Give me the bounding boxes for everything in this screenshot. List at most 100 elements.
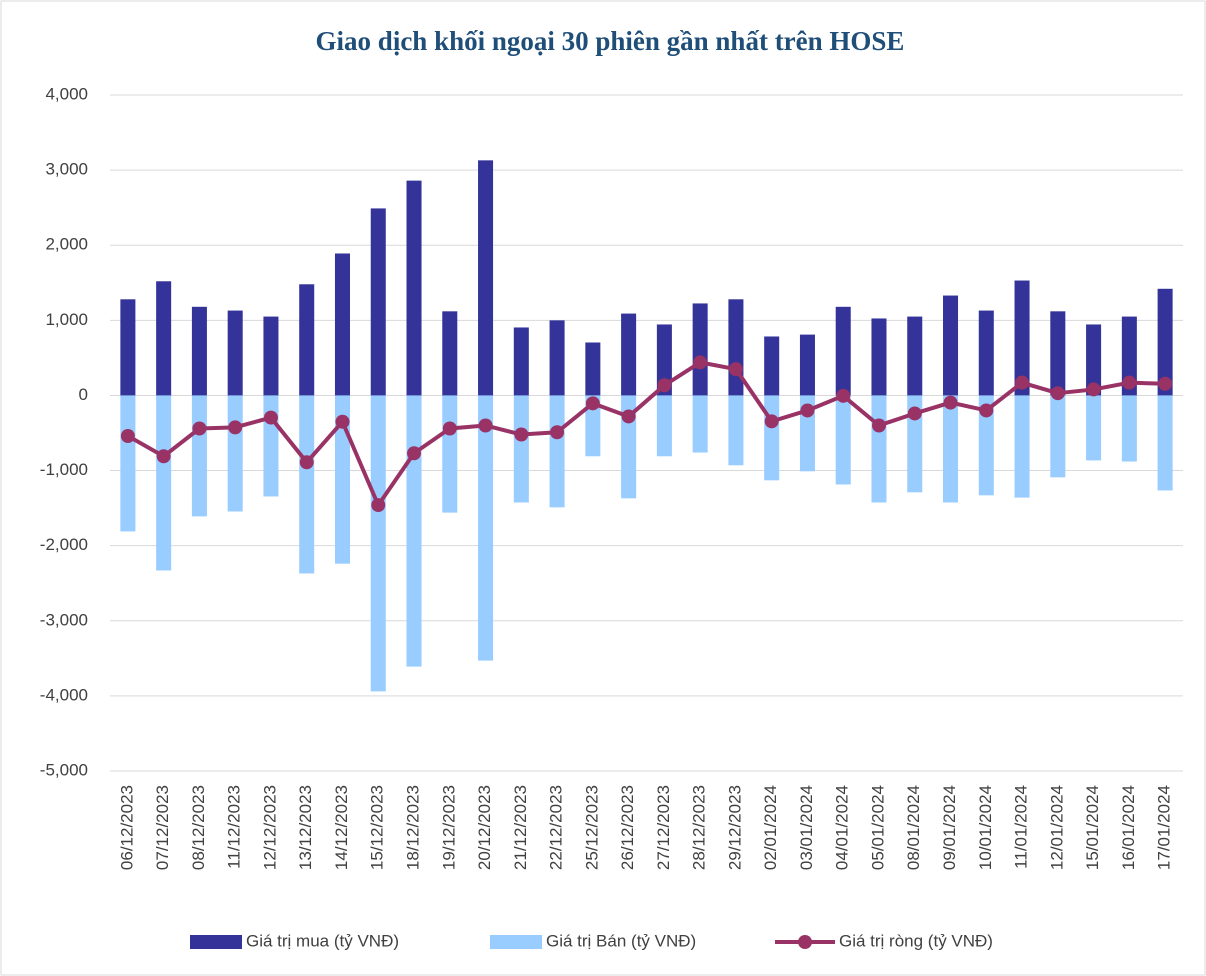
bar: [621, 313, 637, 396]
line-marker: [943, 395, 958, 410]
bar: [764, 336, 780, 396]
bar: [1157, 288, 1173, 396]
legend-swatch: [798, 935, 812, 949]
line-marker: [764, 414, 779, 429]
bar: [478, 395, 494, 661]
bar: [406, 180, 422, 396]
bar: [299, 395, 315, 574]
line-marker: [335, 414, 350, 429]
y-tick-label: 4,000: [45, 84, 88, 103]
x-tick-label: 28/12/2023: [690, 785, 709, 870]
bar: [442, 395, 458, 513]
bar: [370, 208, 386, 396]
line-marker: [228, 420, 243, 435]
x-tick-label: 27/12/2023: [654, 785, 673, 870]
bar: [549, 320, 565, 396]
bar: [1086, 395, 1102, 461]
x-tick-label: 17/01/2024: [1155, 785, 1174, 870]
bar: [907, 316, 923, 396]
y-tick-label: -4,000: [40, 685, 88, 704]
x-tick-label: 07/12/2023: [153, 785, 172, 870]
line-marker: [371, 498, 386, 513]
bar: [513, 327, 529, 396]
legend-label: Giá trị mua (tỷ VNĐ): [246, 931, 399, 950]
line-marker: [299, 455, 314, 470]
x-tick-label: 26/12/2023: [618, 785, 637, 870]
bar: [191, 306, 207, 396]
bar: [263, 316, 279, 396]
line-marker: [1158, 376, 1173, 391]
x-tick-label: 20/12/2023: [475, 785, 494, 870]
x-tick-label: 19/12/2023: [439, 785, 458, 870]
x-tick-label: 14/12/2023: [332, 785, 351, 870]
bar: [871, 395, 887, 503]
x-tick-label: 02/01/2024: [761, 785, 780, 870]
line-marker: [585, 396, 600, 411]
bar: [943, 295, 959, 396]
x-tick-label: 03/01/2024: [797, 785, 816, 870]
y-tick-label: 2,000: [45, 235, 88, 254]
x-tick-label: 05/01/2024: [868, 785, 887, 870]
y-tick-label: 0: [79, 385, 88, 404]
bar: [585, 342, 601, 396]
line-marker: [407, 446, 422, 461]
line-marker: [836, 388, 851, 403]
bar: [585, 395, 601, 457]
bar: [871, 318, 887, 396]
bar: [299, 284, 315, 396]
line-marker: [156, 449, 171, 464]
line-marker: [871, 418, 886, 433]
bar: [907, 395, 923, 493]
bar: [656, 395, 672, 457]
line-marker: [1086, 382, 1101, 397]
y-tick-label: -5,000: [40, 760, 88, 779]
line-marker: [550, 425, 565, 440]
bar: [442, 311, 458, 396]
bar: [1050, 395, 1066, 478]
bar: [370, 395, 386, 692]
x-tick-label: 29/12/2023: [725, 785, 744, 870]
bar: [728, 299, 744, 396]
legend-label: Giá trị Bán (tỷ VNĐ): [546, 931, 696, 950]
bar: [835, 395, 851, 485]
x-tick-label: 11/12/2023: [225, 785, 244, 869]
y-tick-label: -2,000: [40, 535, 88, 554]
bar: [156, 395, 172, 571]
bar: [692, 395, 708, 453]
bar: [764, 395, 780, 481]
y-tick-label: 3,000: [45, 160, 88, 179]
legend-swatch: [190, 935, 242, 949]
bar: [478, 160, 494, 396]
x-tick-label: 06/12/2023: [117, 785, 136, 870]
line-marker: [442, 421, 457, 436]
x-tick-label: 25/12/2023: [582, 785, 601, 870]
bar: [799, 334, 815, 396]
bar: [227, 395, 243, 512]
x-tick-label: 10/01/2024: [976, 785, 995, 870]
bar: [978, 395, 994, 496]
bar: [1014, 280, 1030, 396]
bar: [334, 253, 350, 396]
line-marker: [1122, 375, 1137, 390]
line-marker: [1050, 386, 1065, 401]
line-marker: [478, 418, 493, 433]
bar: [692, 303, 708, 396]
y-tick-label: -1,000: [40, 460, 88, 479]
x-tick-label: 21/12/2023: [511, 785, 530, 870]
bar: [120, 299, 136, 396]
line-marker: [979, 403, 994, 418]
line-marker: [907, 406, 922, 421]
bar: [227, 310, 243, 396]
bar: [549, 395, 565, 508]
x-tick-label: 16/01/2024: [1119, 785, 1138, 870]
x-tick-label: 15/12/2023: [368, 785, 387, 870]
line-marker: [621, 409, 636, 424]
bar: [835, 306, 851, 396]
x-tick-label: 11/01/2024: [1012, 785, 1031, 869]
line-marker: [800, 403, 815, 418]
x-tick-label: 08/01/2024: [904, 785, 923, 870]
bar: [1086, 324, 1102, 396]
x-tick-label: 18/12/2023: [404, 785, 423, 870]
